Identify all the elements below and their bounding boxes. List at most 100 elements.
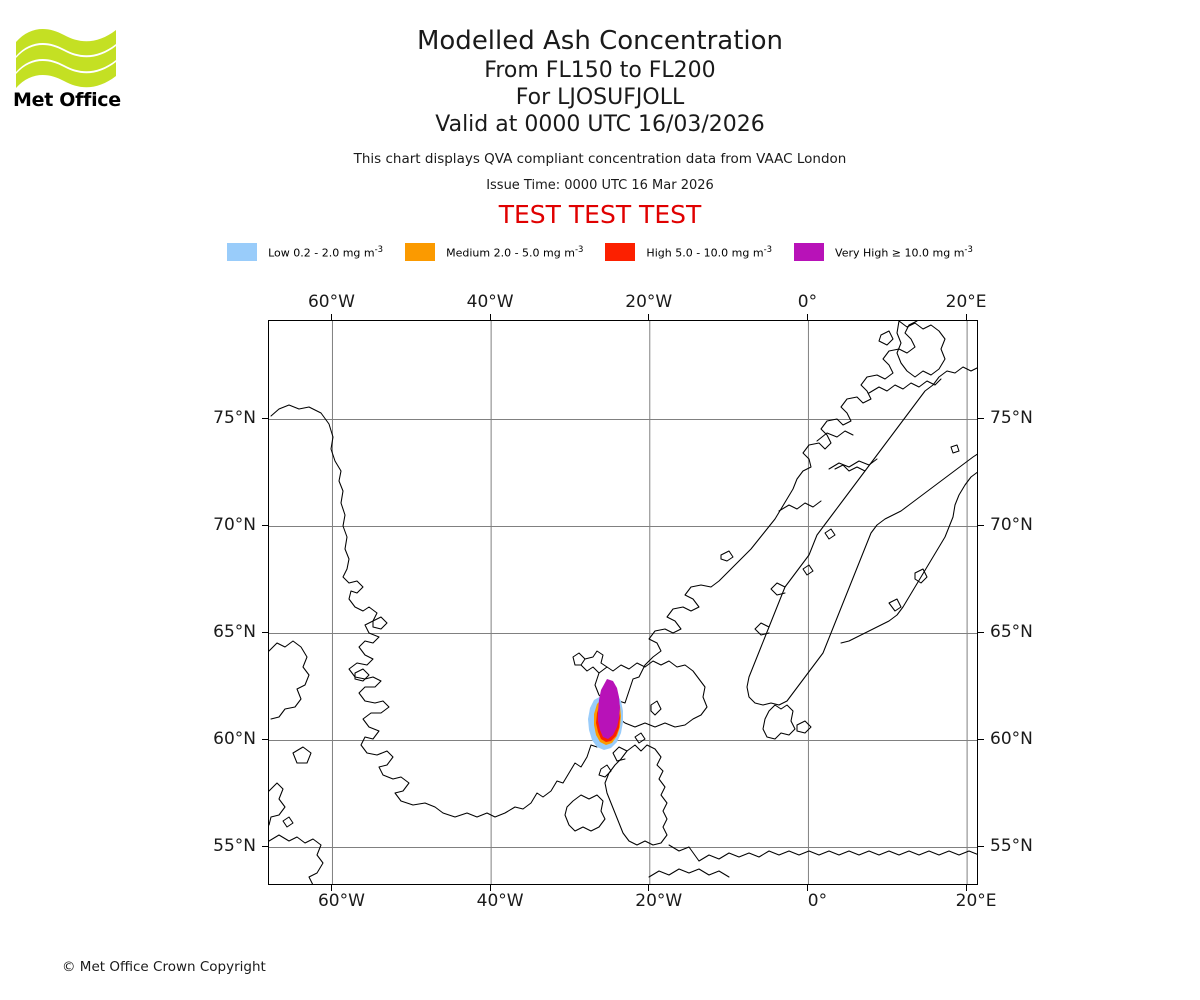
- lon-label-top-60°W: 60°W: [307, 292, 355, 312]
- coastline-baffin-island: [269, 640, 310, 720]
- coastline-greenland-island-1: [372, 616, 388, 630]
- map-frame: [268, 320, 978, 885]
- lon-tick-bottom-0°: [806, 885, 808, 891]
- lat-label-left-65°N: 65°N: [213, 622, 256, 643]
- legend-medium-swatch: [405, 243, 436, 261]
- coastline-svalbard-west-island: [878, 330, 894, 346]
- test-banner: TEST TEST TEST: [498, 200, 702, 229]
- qva-note: This chart displays QVA compliant concen…: [353, 151, 847, 167]
- legend-very-high: Very High ≥ 10.0 mg m-3: [794, 243, 973, 261]
- coastline-denmark-islands: [796, 720, 812, 734]
- coastline-norway-fjord-detail: [770, 582, 786, 596]
- lon-label-bottom-20°E: 20°E: [955, 891, 997, 911]
- coastline-norway-fjord-detail-2: [754, 622, 770, 636]
- met-office-logo: Met Office: [12, 20, 122, 115]
- volcano-name: For LJOSUFJOLL: [515, 85, 685, 110]
- coastline-shetland: [650, 700, 662, 716]
- coastline-hebrides: [598, 764, 612, 778]
- legend-very-high-label: Very High ≥ 10.0 mg m-3: [835, 244, 973, 260]
- lon-label-top-0°: 0°: [797, 292, 818, 312]
- legend-high-swatch: [605, 243, 636, 261]
- legend-very-high-swatch: [794, 243, 825, 261]
- lon-tick-top-20°W: [648, 314, 650, 320]
- lat-tick-left-75°N: [262, 417, 268, 419]
- lat-tick-left-60°N: [262, 738, 268, 740]
- lon-tick-bottom-20°W: [648, 885, 650, 891]
- coastline-greenland-fjord-2: [778, 500, 822, 512]
- coastline-canada-south: [269, 834, 324, 884]
- lon-label-bottom-0°: 0°: [807, 891, 828, 911]
- chart-header: Modelled Ash Concentration From FL150 to…: [0, 26, 1200, 229]
- lon-label-bottom-20°W: 20°W: [635, 891, 683, 911]
- coastline-norway-island-b: [802, 564, 814, 576]
- legend-high: High 5.0 - 10.0 mg m-3: [605, 243, 772, 261]
- coastline-svalbard: [896, 321, 946, 378]
- coastlines: [269, 321, 977, 884]
- coastline-iceland-westfjords-detail: [572, 652, 586, 666]
- map-container: 60°W 60°W 40°W 40°W 20°W 20°W 0° 0° 20°E 20°E 75°N…: [213, 292, 1033, 911]
- met-office-wave-icon: [16, 28, 116, 88]
- lat-label-right-70°N: 70°N: [990, 515, 1033, 536]
- concentration-legend: Low 0.2 - 2.0 mg m-3 Medium 2.0 - 5.0 mg …: [0, 243, 1200, 261]
- lon-label-top-20°W: 20°W: [625, 292, 673, 312]
- coastline-gotland: [914, 568, 928, 584]
- lat-label-right-65°N: 65°N: [990, 622, 1033, 643]
- lat-label-left-70°N: 70°N: [213, 515, 256, 536]
- coastline-greenland-island-3: [292, 746, 312, 764]
- met-office-wordmark: Met Office: [13, 89, 121, 111]
- coastline-norway-lofoten: [834, 464, 866, 472]
- coastline-norway: [746, 366, 977, 706]
- lon-label-bottom-40°W: 40°W: [476, 891, 524, 911]
- flight-level-range: From FL150 to FL200: [484, 58, 716, 83]
- lon-tick-bottom-60°W: [330, 885, 332, 891]
- lon-label-top-20°E: 20°E: [945, 292, 987, 312]
- coastline-norway-island-a: [824, 528, 836, 540]
- legend-medium-label: Medium 2.0 - 5.0 mg m-3: [446, 244, 584, 260]
- lon-tick-top-20°E: [965, 314, 967, 320]
- legend-low-label: Low 0.2 - 2.0 mg m-3: [268, 244, 384, 260]
- ash-plume: [588, 679, 623, 750]
- legend-low-swatch: [227, 243, 258, 261]
- coastline-great-britain: [604, 744, 668, 846]
- lat-tick-left-55°N: [262, 845, 268, 847]
- coastline-greenland-island-2: [354, 668, 370, 682]
- map-gridlines: [269, 321, 977, 884]
- lat-tick-right-60°N: [978, 738, 984, 740]
- lat-tick-left-65°N: [262, 631, 268, 633]
- lon-tick-top-40°W: [489, 314, 491, 320]
- legend-low: Low 0.2 - 2.0 mg m-3: [227, 243, 383, 261]
- lon-tick-top-0°: [806, 314, 808, 320]
- copyright-notice: © Met Office Crown Copyright: [62, 959, 266, 975]
- coastline-greenland-ne-fjords: [868, 378, 942, 394]
- lat-tick-left-70°N: [262, 524, 268, 526]
- lon-tick-top-60°W: [330, 314, 332, 320]
- lat-label-right-75°N: 75°N: [990, 408, 1033, 429]
- coastline-denmark: [762, 704, 796, 740]
- lat-tick-right-70°N: [978, 524, 984, 526]
- coastline-greenland-fjord-1: [816, 430, 854, 442]
- lon-tick-bottom-20°E: [965, 885, 967, 891]
- coastline-orkney: [634, 732, 646, 744]
- coastline-baltic-island: [888, 598, 902, 612]
- coastline-labrador: [269, 782, 286, 826]
- map-canvas: [269, 321, 977, 884]
- lon-tick-bottom-40°W: [489, 885, 491, 891]
- page-title: Modelled Ash Concentration: [416, 26, 784, 56]
- legend-medium: Medium 2.0 - 5.0 mg m-3: [405, 243, 583, 261]
- coastline-greenland: [270, 321, 918, 818]
- lat-label-left-75°N: 75°N: [213, 408, 256, 429]
- legend-high-label: High 5.0 - 10.0 mg m-3: [646, 244, 773, 260]
- lat-label-right-60°N: 60°N: [990, 729, 1033, 750]
- coastline-jan-mayen: [720, 550, 734, 562]
- coastline-canada-island-a: [282, 816, 294, 828]
- coastline-europe-south: [648, 868, 730, 878]
- valid-time: Valid at 0000 UTC 16/03/2026: [435, 112, 765, 137]
- lon-label-bottom-60°W: 60°W: [317, 891, 365, 911]
- coastline-sweden-east: [840, 471, 977, 644]
- lon-label-top-40°W: 40°W: [466, 292, 514, 312]
- lat-label-left-55°N: 55°N: [213, 836, 256, 857]
- lat-label-left-60°N: 60°N: [213, 729, 256, 750]
- lat-tick-right-65°N: [978, 631, 984, 633]
- coastline-iceland-nw-peninsula: [580, 650, 608, 674]
- coastline-europe-channel: [668, 844, 700, 862]
